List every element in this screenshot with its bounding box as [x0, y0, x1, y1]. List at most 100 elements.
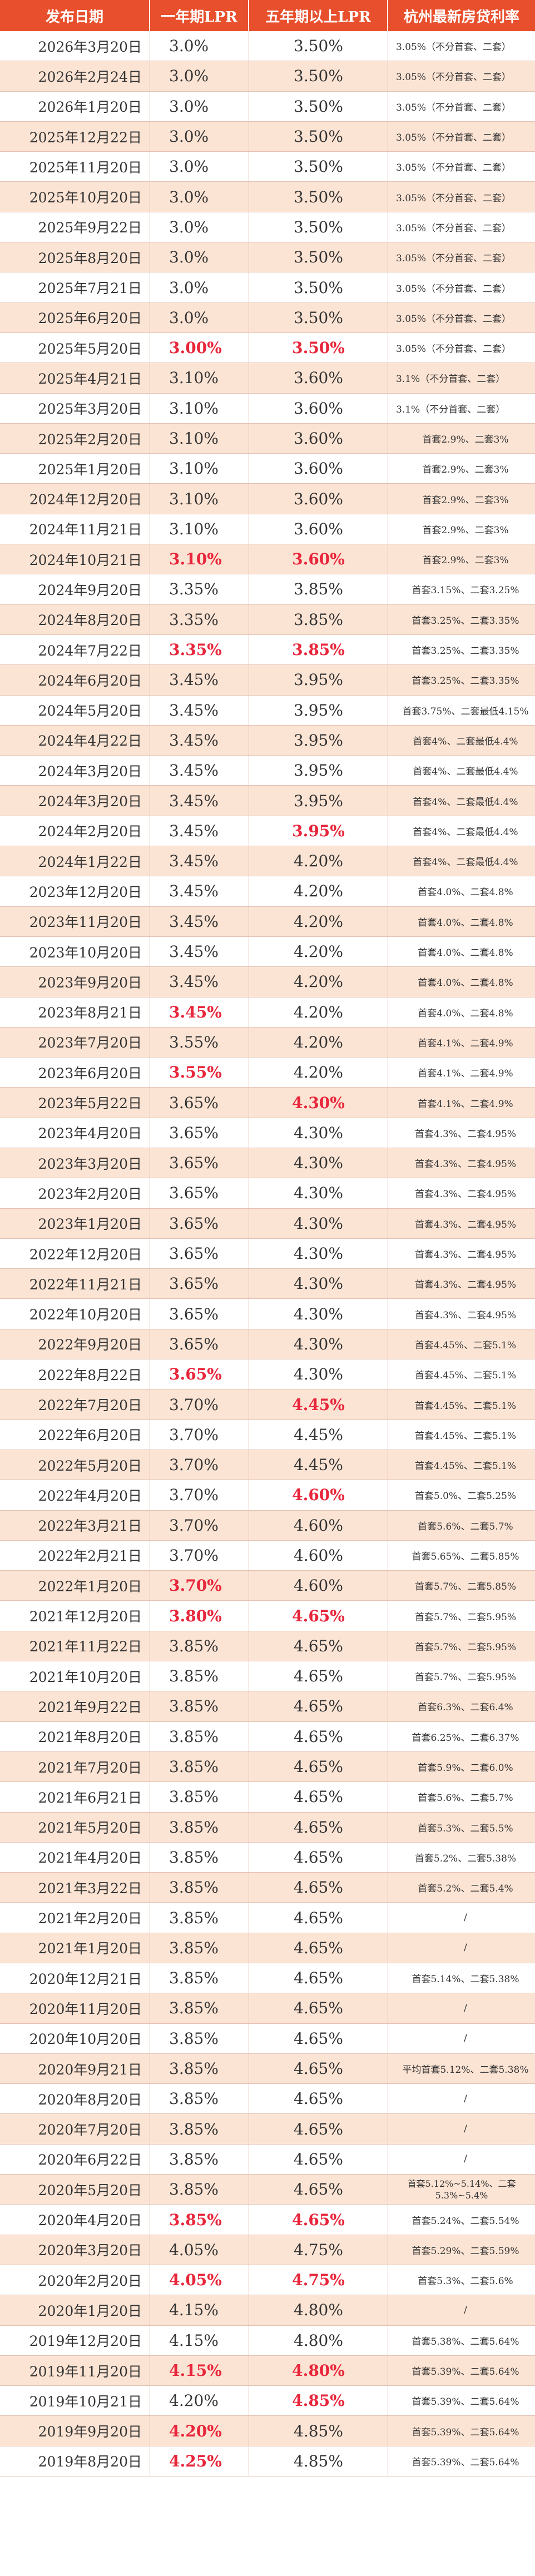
- table-row: 2023年5月22日 3.65% 4.30% 首套4.1%、二套4.9%: [0, 1088, 535, 1118]
- five-year-lpr-cell: 3.85%: [249, 604, 388, 634]
- table-row: 2022年8月22日 3.65% 4.30% 首套4.45%、二套5.1%: [0, 1359, 535, 1390]
- table-row: 2022年12月20日 3.65% 4.30% 首套4.3%、二套4.95%: [0, 1238, 535, 1269]
- five-year-lpr-cell: 3.50%: [249, 61, 388, 91]
- one-year-lpr-cell: 3.45%: [150, 786, 249, 816]
- table-row: 2023年12月20日 3.45% 4.20% 首套4.0%、二套4.8%: [0, 876, 535, 907]
- release-date-cell: 2024年4月22日: [0, 725, 150, 756]
- release-date-cell: 2021年12月20日: [0, 1601, 150, 1631]
- release-date-cell: 2020年4月20日: [0, 2205, 150, 2235]
- one-year-lpr-cell: 4.25%: [150, 2446, 249, 2476]
- one-year-lpr-cell: 3.85%: [150, 1661, 249, 1691]
- table-row: 2024年8月20日 3.35% 3.85% 首套3.25%、二套3.35%: [0, 604, 535, 635]
- table-row: 2020年6月22日 3.85% 4.65% /: [0, 2144, 535, 2175]
- release-date-cell: 2023年6月20日: [0, 1058, 150, 1088]
- hangzhou-mortgage-rate-cell: 首套4.45%、二套5.1%: [414, 1461, 517, 1472]
- one-year-lpr-cell: 3.45%: [150, 967, 249, 997]
- hangzhou-mortgage-rate-cell: 首套5.39%、二套5.64%: [412, 2366, 519, 2378]
- table-row: 2024年9月20日 3.35% 3.85% 首套3.15%、二套3.25%: [0, 574, 535, 605]
- release-date-cell: 2022年9月20日: [0, 1329, 150, 1359]
- five-year-lpr-cell: 4.65%: [249, 1812, 388, 1842]
- five-year-lpr-cell: 4.65%: [249, 2053, 388, 2084]
- release-date-cell: 2020年6月22日: [0, 2144, 150, 2175]
- release-date-cell: 2021年3月22日: [0, 1873, 150, 1903]
- table-row: 2023年1月20日 3.65% 4.30% 首套4.3%、二套4.95%: [0, 1208, 535, 1239]
- five-year-lpr-cell: 3.60%: [249, 423, 388, 454]
- five-year-lpr-cell: 3.50%: [249, 182, 388, 212]
- table-row: 2024年2月20日 3.45% 3.95% 首套4%、二套最低4.4%: [0, 816, 535, 847]
- release-date-cell: 2025年3月20日: [0, 393, 150, 423]
- hangzhou-mortgage-rate-cell: 首套5.38%、二套5.64%: [412, 2336, 519, 2347]
- one-year-lpr-cell: 3.85%: [150, 2084, 249, 2114]
- table-header: 发布日期 一年期LPR 五年期以上LPR 杭州最新房贷利率: [0, 0, 535, 31]
- one-year-lpr-cell: 3.85%: [150, 1933, 249, 1963]
- table-row: 2024年3月20日 3.45% 3.95% 首套4%、二套最低4.4%: [0, 786, 535, 816]
- one-year-lpr-cell: 3.45%: [150, 665, 249, 695]
- release-date-cell: 2023年3月20日: [0, 1148, 150, 1178]
- one-year-lpr-cell: 3.65%: [150, 1238, 249, 1269]
- five-year-lpr-cell: 3.50%: [249, 121, 388, 152]
- release-date-cell: 2020年5月20日: [0, 2175, 150, 2205]
- hangzhou-mortgage-rate-cell: 首套5.0%、二套5.25%: [414, 1491, 517, 1502]
- one-year-lpr-cell: 3.70%: [150, 1419, 249, 1450]
- table-row: 2022年11月21日 3.65% 4.30% 首套4.3%、二套4.95%: [0, 1269, 535, 1299]
- table-row: 2022年4月20日 3.70% 4.60% 首套5.0%、二套5.25%: [0, 1480, 535, 1511]
- one-year-lpr-cell: 3.0%: [150, 121, 249, 152]
- table-row: 2024年1月22日 3.45% 4.20% 首套4%、二套最低4.4%: [0, 846, 535, 877]
- hangzhou-mortgage-rate-cell: 首套5.7%、二套5.85%: [414, 1581, 517, 1593]
- one-year-lpr-cell: 3.45%: [150, 816, 249, 846]
- one-year-lpr-cell: 3.10%: [150, 423, 249, 454]
- five-year-lpr-cell: 3.50%: [249, 242, 388, 272]
- five-year-lpr-cell: 4.20%: [249, 846, 388, 876]
- release-date-cell: 2024年8月20日: [0, 604, 150, 634]
- table-row: 2024年6月20日 3.45% 3.95% 首套3.25%、二套3.35%: [0, 665, 535, 696]
- table-row: 2020年9月21日 3.85% 4.65% 平均首套5.12%、二套5.38%: [0, 2053, 535, 2084]
- five-year-lpr-cell: 3.60%: [249, 484, 388, 514]
- five-year-lpr-cell: 4.65%: [249, 1691, 388, 1721]
- hangzhou-mortgage-rate-cell: /: [464, 2153, 467, 2165]
- hangzhou-mortgage-rate-cell: 首套4.1%、二套4.9%: [418, 1098, 513, 1110]
- one-year-lpr-cell: 3.45%: [150, 906, 249, 936]
- release-date-cell: 2023年9月20日: [0, 967, 150, 997]
- hangzhou-mortgage-rate-cell: 首套6.25%、二套6.37%: [412, 1732, 519, 1744]
- one-year-lpr-cell: 3.0%: [150, 61, 249, 91]
- one-year-lpr-cell: 3.55%: [150, 1027, 249, 1058]
- release-date-cell: 2024年10月21日: [0, 544, 150, 574]
- five-year-lpr-cell: 4.65%: [249, 1631, 388, 1661]
- hangzhou-mortgage-rate-cell: 首套2.9%、二套3%: [422, 434, 509, 445]
- one-year-lpr-cell: 3.65%: [150, 1178, 249, 1208]
- hangzhou-mortgage-rate-cell: 首套5.9%、二套6.0%: [418, 1763, 513, 1774]
- release-date-cell: 2022年3月21日: [0, 1510, 150, 1540]
- hangzhou-mortgage-rate-cell: 首套4.3%、二套4.95%: [414, 1279, 517, 1291]
- release-date-cell: 2019年8月20日: [0, 2446, 150, 2476]
- hangzhou-mortgage-rate-cell: 首套5.6%、二套5.7%: [418, 1793, 513, 1804]
- five-year-lpr-cell: 4.20%: [249, 997, 388, 1027]
- release-date-cell: 2022年12月20日: [0, 1238, 150, 1269]
- hangzhou-mortgage-rate-cell: 首套4.45%、二套5.1%: [414, 1339, 517, 1351]
- one-year-lpr-cell: 3.55%: [150, 1058, 249, 1088]
- five-year-lpr-cell: 3.50%: [249, 152, 388, 182]
- hangzhou-mortgage-rate-cell: 首套4.3%、二套4.95%: [414, 1219, 517, 1230]
- one-year-lpr-cell: 3.0%: [150, 242, 249, 272]
- table-row: 2021年11月22日 3.85% 4.65% 首套5.7%、二套5.95%: [0, 1631, 535, 1662]
- table-row: 2020年5月20日 3.85% 4.65% 首套5.12%~5.14%、二套5.3%…: [0, 2175, 535, 2205]
- release-date-cell: 2021年7月20日: [0, 1751, 150, 1782]
- hangzhou-mortgage-rate-cell: /: [464, 2002, 467, 2014]
- table-row: 2025年12月22日 3.0% 3.50% 3.05%（不分首套、二套）: [0, 121, 535, 152]
- five-year-lpr-cell: 4.30%: [249, 1118, 388, 1148]
- one-year-lpr-cell: 3.35%: [150, 634, 249, 665]
- table-row: 2022年6月20日 3.70% 4.45% 首套4.45%、二套5.1%: [0, 1419, 535, 1450]
- table-row: 2019年9月20日 4.20% 4.85% 首套5.39%、二套5.64%: [0, 2416, 535, 2446]
- one-year-lpr-cell: 3.35%: [150, 604, 249, 634]
- hangzhou-mortgage-rate-cell: 首套4%、二套最低4.4%: [413, 766, 518, 778]
- release-date-cell: 2021年10月20日: [0, 1661, 150, 1691]
- five-year-lpr-cell: 4.60%: [249, 1571, 388, 1601]
- five-year-lpr-cell: 4.65%: [249, 2175, 388, 2205]
- hangzhou-mortgage-rate-cell: 首套3.25%、二套3.35%: [412, 615, 519, 627]
- one-year-lpr-cell: 3.45%: [150, 756, 249, 786]
- release-date-cell: 2024年3月20日: [0, 756, 150, 786]
- release-date-cell: 2023年7月20日: [0, 1027, 150, 1058]
- five-year-lpr-cell: 3.60%: [249, 544, 388, 574]
- five-year-lpr-cell: 4.30%: [249, 1329, 388, 1359]
- hangzhou-mortgage-rate-cell: 首套5.65%、二套5.85%: [412, 1551, 519, 1562]
- one-year-lpr-cell: 3.00%: [150, 332, 249, 363]
